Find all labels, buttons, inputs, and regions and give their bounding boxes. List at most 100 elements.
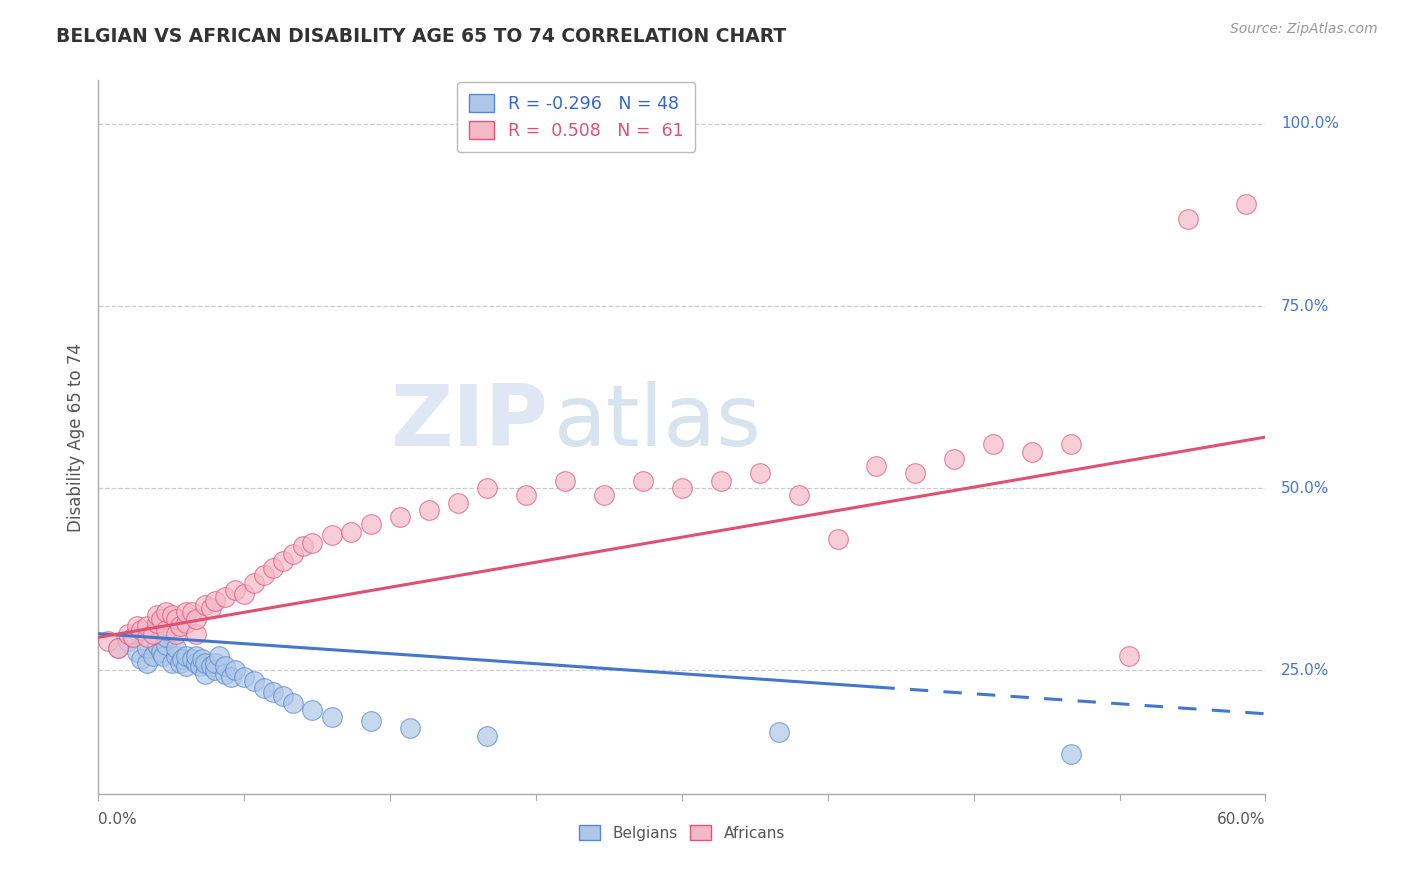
Point: [827, 532, 849, 546]
Point: [184, 656, 207, 670]
Point: [219, 670, 242, 684]
Point: [194, 656, 217, 670]
Point: [477, 481, 499, 495]
Point: [184, 626, 207, 640]
Point: [262, 561, 284, 575]
Point: [214, 659, 236, 673]
Point: [165, 626, 187, 640]
Point: [208, 648, 231, 663]
Point: [194, 666, 217, 681]
Point: [129, 652, 152, 666]
Text: ZIP: ZIP: [389, 381, 548, 465]
Point: [233, 670, 256, 684]
Point: [1177, 211, 1199, 226]
Point: [710, 474, 733, 488]
Point: [477, 729, 499, 743]
Legend: Belgians, Africans: Belgians, Africans: [572, 819, 792, 847]
Point: [146, 638, 169, 652]
Point: [301, 703, 323, 717]
Point: [243, 673, 266, 688]
Point: [127, 645, 149, 659]
Point: [149, 645, 172, 659]
Text: Source: ZipAtlas.com: Source: ZipAtlas.com: [1230, 22, 1378, 37]
Point: [321, 710, 343, 724]
Y-axis label: Disability Age 65 to 74: Disability Age 65 to 74: [66, 343, 84, 532]
Point: [865, 459, 887, 474]
Point: [224, 663, 246, 677]
Point: [188, 659, 211, 673]
Point: [981, 437, 1004, 451]
Point: [418, 503, 440, 517]
Point: [169, 619, 191, 633]
Point: [162, 608, 184, 623]
Point: [129, 623, 152, 637]
Point: [155, 630, 177, 644]
Point: [136, 619, 159, 633]
Point: [155, 623, 177, 637]
Point: [142, 626, 165, 640]
Point: [107, 641, 129, 656]
Text: 75.0%: 75.0%: [1281, 299, 1329, 313]
Point: [233, 587, 256, 601]
Point: [136, 630, 159, 644]
Point: [253, 681, 276, 696]
Point: [97, 634, 120, 648]
Point: [447, 495, 470, 509]
Point: [174, 648, 197, 663]
Point: [593, 488, 616, 502]
Point: [200, 601, 222, 615]
Text: 60.0%: 60.0%: [1218, 812, 1265, 827]
Point: [787, 488, 810, 502]
Point: [165, 648, 187, 663]
Point: [748, 467, 770, 481]
Point: [214, 666, 236, 681]
Point: [165, 641, 187, 656]
Point: [360, 517, 382, 532]
Point: [184, 648, 207, 663]
Point: [165, 612, 187, 626]
Point: [174, 659, 197, 673]
Point: [243, 575, 266, 590]
Point: [174, 605, 197, 619]
Point: [253, 568, 276, 582]
Point: [146, 634, 169, 648]
Point: [107, 641, 129, 656]
Point: [117, 626, 139, 640]
Text: 0.0%: 0.0%: [98, 812, 138, 827]
Point: [554, 474, 576, 488]
Point: [1060, 437, 1083, 451]
Point: [136, 656, 159, 670]
Point: [388, 510, 411, 524]
Point: [146, 608, 169, 623]
Text: BELGIAN VS AFRICAN DISABILITY AGE 65 TO 74 CORRELATION CHART: BELGIAN VS AFRICAN DISABILITY AGE 65 TO …: [56, 27, 786, 45]
Point: [360, 714, 382, 728]
Point: [262, 685, 284, 699]
Point: [271, 554, 294, 568]
Point: [117, 634, 139, 648]
Point: [152, 648, 174, 663]
Point: [169, 656, 191, 670]
Point: [149, 612, 172, 626]
Point: [1060, 747, 1083, 761]
Point: [194, 598, 217, 612]
Point: [515, 488, 537, 502]
Point: [146, 615, 169, 630]
Point: [281, 696, 304, 710]
Point: [904, 467, 927, 481]
Point: [281, 547, 304, 561]
Point: [170, 652, 193, 666]
Point: [142, 648, 165, 663]
Point: [768, 725, 790, 739]
Point: [174, 615, 197, 630]
Point: [1234, 197, 1257, 211]
Point: [122, 630, 145, 644]
Point: [224, 582, 246, 597]
Point: [204, 656, 226, 670]
Point: [136, 641, 159, 656]
Text: 100.0%: 100.0%: [1281, 117, 1339, 131]
Point: [180, 605, 202, 619]
Point: [1118, 648, 1140, 663]
Point: [1021, 444, 1043, 458]
Point: [321, 528, 343, 542]
Point: [204, 594, 226, 608]
